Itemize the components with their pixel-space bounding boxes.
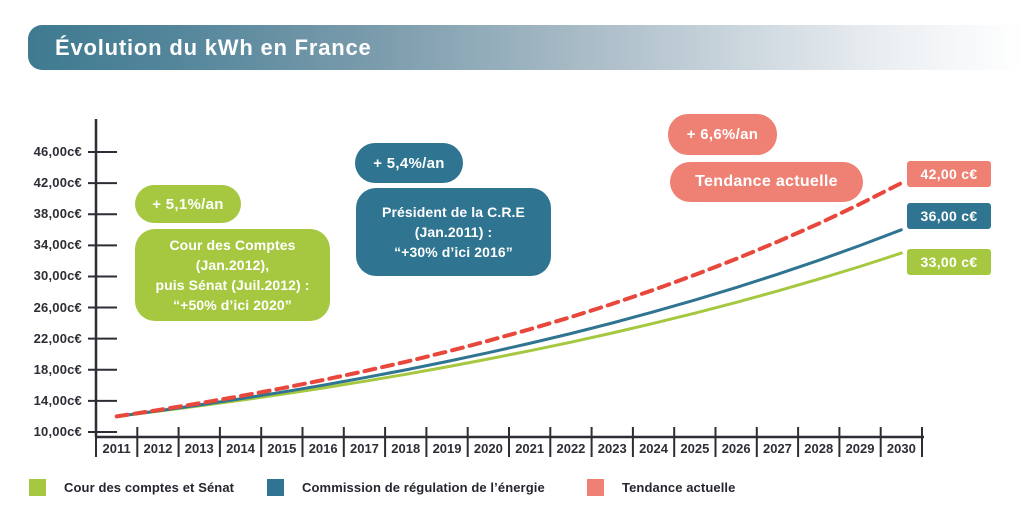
x-tick-label: 2011 (102, 441, 131, 456)
x-tick-label: 2030 (886, 441, 916, 456)
y-tick-label: 30,00c€ (33, 268, 82, 284)
y-tick-label: 34,00c€ (33, 237, 82, 253)
end-value-cour: 33,00 c€ (907, 249, 991, 275)
x-tick-label: 2012 (143, 441, 173, 456)
legend-label: Commission de régulation de l’énergie (302, 480, 545, 495)
x-tick-label: 2013 (184, 441, 214, 456)
legend-item-cre: Commission de régulation de l’énergie (267, 478, 545, 497)
end-value-tendance: 42,00 c€ (907, 161, 991, 187)
legend-label: Cour des comptes et Sénat (64, 480, 235, 495)
x-tick-label: 2015 (267, 441, 297, 456)
x-tick-label: 2022 (556, 441, 586, 456)
legend-item-cour-des-comptes: Cour des comptes et Sénat (29, 478, 234, 497)
x-tick-label: 2028 (804, 441, 834, 456)
y-tick-label: 38,00c€ (33, 206, 82, 222)
series-line-commission-de-r-gulation-de-l-nergie (115, 228, 903, 418)
legend-swatch-teal-icon (267, 479, 284, 496)
x-tick-label: 2020 (473, 441, 503, 456)
end-value-cre: 36,00 c€ (907, 203, 991, 229)
x-tick-label: 2023 (597, 441, 627, 456)
annotation-rate-cour-des-comptes: + 5,1%/an (135, 185, 241, 223)
series-line-cour-des-comptes-et-s-nat (115, 251, 903, 418)
x-tick-label: 2017 (349, 441, 379, 456)
x-tick-label: 2016 (308, 441, 338, 456)
legend-label: Tendance actuelle (622, 480, 736, 495)
page-title: Évolution du kWh en France (55, 34, 372, 60)
y-tick-label: 10,00c€ (33, 424, 82, 439)
y-tick-label: 22,00c€ (33, 330, 82, 346)
x-tick-label: 2029 (845, 441, 875, 456)
x-tick-label: 2025 (680, 441, 710, 456)
legend-swatch-green-icon (29, 479, 46, 496)
x-tick-label: 2019 (432, 441, 462, 456)
annotation-rate-cre: + 5,4%/an (355, 143, 463, 183)
y-tick-label: 46,00c€ (33, 144, 82, 159)
annotation-note-tendance: Tendance actuelle (670, 162, 863, 202)
series-line-tendance-actuelle (114, 181, 904, 419)
x-tick-label: 2014 (226, 441, 255, 456)
x-tick-label: 2021 (515, 441, 545, 456)
title-banner: Évolution du kWh en France (28, 25, 1024, 70)
x-tick-label: 2024 (639, 441, 668, 456)
x-tick-label: 2018 (391, 441, 421, 456)
y-tick-label: 14,00c€ (33, 392, 82, 408)
annotation-note-cre: Président de la C.R.E (Jan.2011) : “+30%… (356, 188, 551, 276)
y-tick-label: 42,00c€ (33, 175, 82, 191)
annotation-rate-tendance: + 6,6%/an (668, 114, 777, 155)
legend-item-tendance: Tendance actuelle (587, 478, 735, 497)
legend-swatch-salmon-icon (587, 479, 604, 496)
x-tick-label: 2026 (721, 441, 751, 456)
y-tick-label: 18,00c€ (33, 361, 82, 377)
x-tick-label: 2027 (762, 441, 792, 456)
annotation-note-cour-des-comptes: Cour des Comptes (Jan.2012), puis Sénat … (135, 229, 330, 321)
y-tick-label: 26,00c€ (33, 299, 82, 315)
